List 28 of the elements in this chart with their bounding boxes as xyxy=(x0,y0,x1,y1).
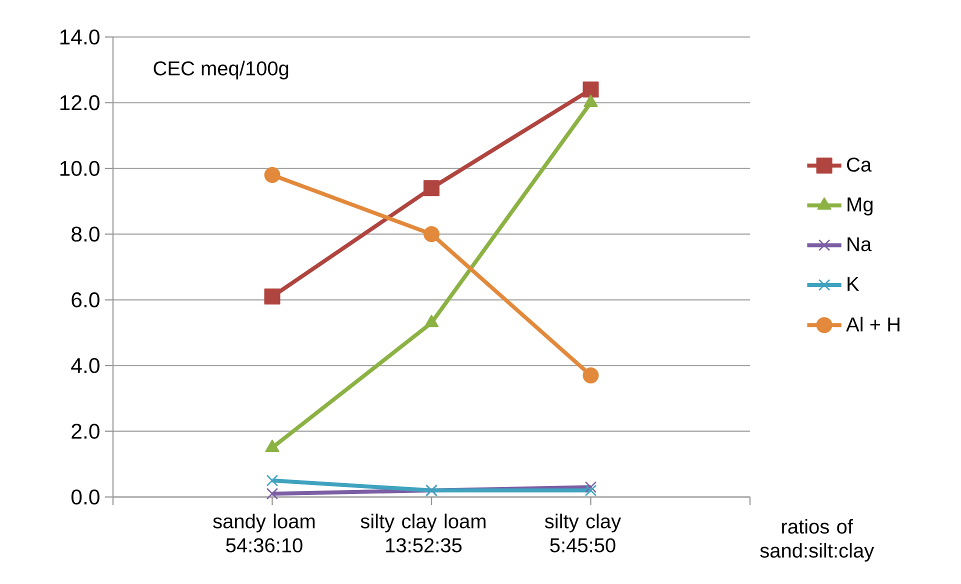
x-tick-label: silty clay loam 13:52:35 xyxy=(360,514,486,552)
y-tick-label: 12.0 xyxy=(60,95,100,110)
y-axis-title: CEC meq/100g xyxy=(154,60,288,80)
x-axis-title: ratios of sand:silt:clay xyxy=(760,519,874,562)
legend-label: Al + H xyxy=(846,316,900,332)
y-tick-label: 10.0 xyxy=(60,160,100,176)
x-tick-label: silty clay 5:45:50 xyxy=(544,514,622,552)
y-tick-label: 0.0 xyxy=(71,489,100,505)
legend-label: Mg xyxy=(848,198,873,216)
point xyxy=(266,474,278,486)
y-tick-label: 2.0 xyxy=(72,424,100,439)
y-tick-label: 14.0 xyxy=(60,29,100,45)
y-tick-label: 8.0 xyxy=(72,226,100,242)
point xyxy=(264,288,280,305)
legend-label: Ca xyxy=(847,158,872,172)
point xyxy=(582,367,599,384)
legend-label: K xyxy=(848,277,860,291)
point xyxy=(584,481,597,493)
y-tick-label: 6.0 xyxy=(72,292,100,308)
point xyxy=(423,226,440,242)
point xyxy=(584,484,597,496)
point xyxy=(266,488,278,500)
point xyxy=(582,82,599,98)
point xyxy=(264,166,280,183)
x-tick-label: sandy loam 54:36:10 xyxy=(213,514,315,552)
legend-label: Na xyxy=(848,237,872,252)
point xyxy=(423,180,440,196)
y-tick-label: 4.0 xyxy=(71,358,100,374)
